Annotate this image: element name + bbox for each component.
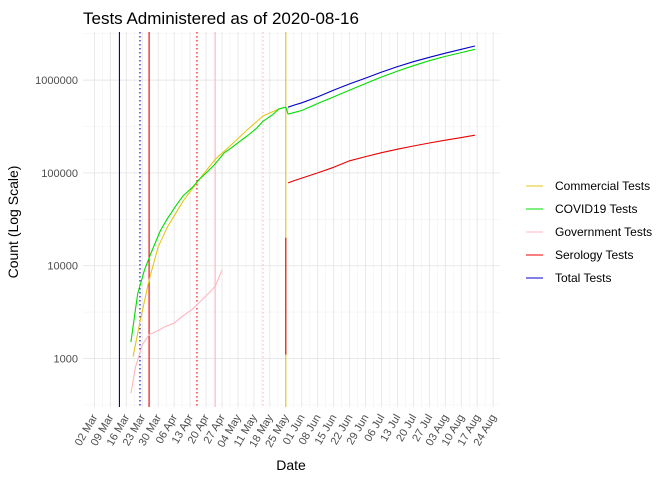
legend: Commercial Tests COVID19 Tests Government … xyxy=(526,179,652,285)
y-tick-label: 10000 xyxy=(47,261,78,273)
y-axis-title: Count (Log Scale) xyxy=(5,166,21,279)
y-tick-label: 1000000 xyxy=(35,75,78,87)
series-lines xyxy=(130,45,476,394)
x-axis-title: Date xyxy=(276,457,306,473)
legend-label: Commercial Tests xyxy=(555,179,650,193)
series-line-serology-tests xyxy=(287,134,475,184)
legend-label: Government Tests xyxy=(555,225,652,239)
series-line-government-tests xyxy=(130,269,223,394)
y-axis-ticks: 1000 10000 100000 1000000 xyxy=(35,75,78,365)
y-tick-label: 1000 xyxy=(54,353,78,365)
legend-label: COVID19 Tests xyxy=(555,202,637,216)
grid xyxy=(83,32,500,407)
y-tick-label: 100000 xyxy=(41,168,78,180)
legend-label: Total Tests xyxy=(555,271,611,285)
series-line-total-tests xyxy=(287,45,476,108)
legend-label: Serology Tests xyxy=(555,248,634,262)
series-line-covid19-tests xyxy=(130,48,476,343)
chart-title: Tests Administered as of 2020-08-16 xyxy=(83,9,359,28)
